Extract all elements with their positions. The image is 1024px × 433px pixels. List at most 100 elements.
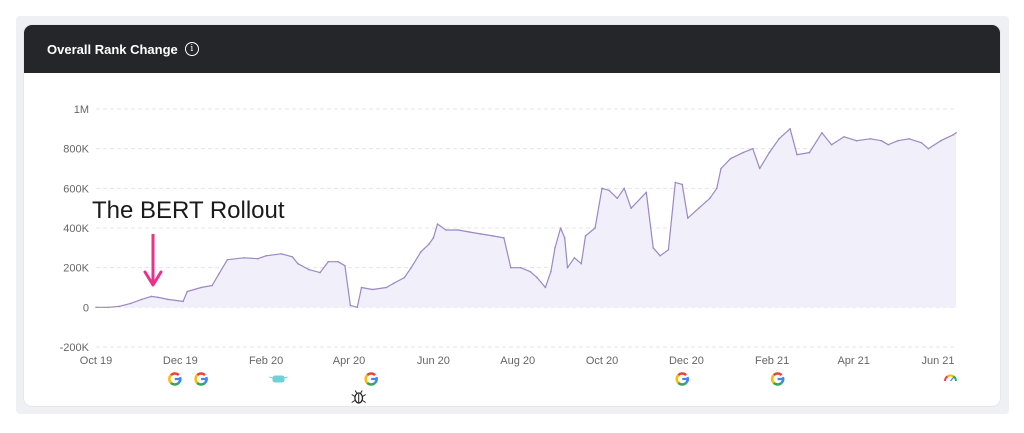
bert-annotation-label: The BERT Rollout xyxy=(92,197,285,224)
data-point xyxy=(601,187,603,190)
y-tick-label: 1M xyxy=(74,104,89,116)
mask-icon[interactable] xyxy=(269,375,288,383)
card-header: Overall Rank Change i xyxy=(24,25,1000,73)
x-tick-label: Dec 19 xyxy=(163,355,198,367)
data-point xyxy=(758,167,761,170)
rank-change-line xyxy=(96,128,957,308)
data-point xyxy=(392,282,395,285)
google-icon[interactable] xyxy=(194,372,208,386)
y-axis-ticks: 1M 800K 600K 400K 200K 0 -200K xyxy=(60,104,90,354)
data-point xyxy=(594,227,596,229)
data-point xyxy=(720,167,722,170)
data-point xyxy=(698,207,700,209)
x-tick-label: Feb 20 xyxy=(249,355,283,367)
x-tick-label: Jun 20 xyxy=(417,355,450,367)
data-point xyxy=(129,302,132,305)
data-point xyxy=(908,138,910,140)
y-tick-label: 800K xyxy=(63,144,89,156)
data-point xyxy=(563,237,566,239)
y-tick-label: 600K xyxy=(63,183,89,195)
info-icon[interactable]: i xyxy=(184,42,199,56)
data-point xyxy=(356,306,359,309)
data-point xyxy=(821,132,823,134)
data-point xyxy=(742,151,744,154)
y-tick-label: 0 xyxy=(83,302,89,314)
data-point xyxy=(584,235,587,237)
data-point xyxy=(927,147,930,150)
x-tick-label: Feb 21 xyxy=(755,355,789,367)
data-point xyxy=(218,272,220,275)
data-point xyxy=(428,243,431,245)
data-point xyxy=(95,306,97,309)
data-point xyxy=(659,255,661,257)
data-point xyxy=(778,138,780,140)
data-point xyxy=(265,255,267,257)
data-point xyxy=(808,151,811,154)
google-icon[interactable] xyxy=(770,372,785,386)
bug-icon[interactable] xyxy=(351,390,366,404)
data-point xyxy=(337,260,339,263)
y-tick-label: 200K xyxy=(63,263,89,275)
google-icon[interactable] xyxy=(364,372,378,386)
data-point xyxy=(955,132,957,134)
data-point xyxy=(709,197,711,200)
data-point xyxy=(150,295,153,298)
data-point xyxy=(280,253,283,255)
data-point xyxy=(157,296,159,299)
data-point xyxy=(608,189,610,192)
data-point xyxy=(360,286,363,289)
data-point xyxy=(200,286,202,289)
data-point xyxy=(652,247,654,249)
card-title: Overall Rank Change xyxy=(47,41,178,57)
data-point xyxy=(492,235,494,237)
data-point xyxy=(768,151,771,154)
data-point xyxy=(550,270,552,273)
data-point xyxy=(880,139,883,142)
x-tick-label: Dec 20 xyxy=(669,355,704,367)
data-point xyxy=(544,286,547,289)
data-point xyxy=(257,257,259,260)
data-point xyxy=(559,227,562,229)
x-tick-label: Aug 20 xyxy=(500,355,535,367)
google-icon[interactable] xyxy=(675,372,689,386)
data-point xyxy=(445,229,447,231)
data-point xyxy=(479,233,482,235)
data-point xyxy=(140,298,143,301)
data-point xyxy=(457,229,460,231)
data-point xyxy=(869,138,872,140)
data-point xyxy=(645,191,648,194)
data-point xyxy=(327,260,330,263)
data-point xyxy=(952,134,954,136)
google-icon[interactable] xyxy=(168,372,182,386)
data-point xyxy=(182,300,184,303)
data-point xyxy=(887,143,890,146)
data-point xyxy=(107,306,110,309)
data-point xyxy=(554,247,556,249)
x-tick-label: Oct 19 xyxy=(80,355,112,367)
data-point xyxy=(436,223,439,225)
data-point xyxy=(308,268,310,271)
data-point xyxy=(687,217,689,219)
data-point xyxy=(920,141,923,144)
data-point xyxy=(674,181,677,184)
data-point xyxy=(211,284,213,287)
data-point xyxy=(410,266,413,269)
data-point xyxy=(243,257,245,259)
gauge-icon[interactable] xyxy=(943,374,957,382)
data-point xyxy=(432,237,435,239)
data-point xyxy=(789,128,791,130)
x-tick-label: Oct 20 xyxy=(586,355,618,367)
y-tick-label: -200K xyxy=(60,342,90,354)
data-point xyxy=(344,264,346,267)
y-tick-label: 400K xyxy=(63,223,89,235)
data-point xyxy=(319,271,321,274)
data-point xyxy=(536,276,538,279)
data-point xyxy=(297,262,299,265)
data-point xyxy=(616,197,619,200)
rank-change-area xyxy=(96,128,956,308)
data-point xyxy=(167,298,169,301)
data-point xyxy=(716,187,718,190)
bert-annotation-arrow xyxy=(143,234,163,287)
event-markers xyxy=(168,372,957,404)
